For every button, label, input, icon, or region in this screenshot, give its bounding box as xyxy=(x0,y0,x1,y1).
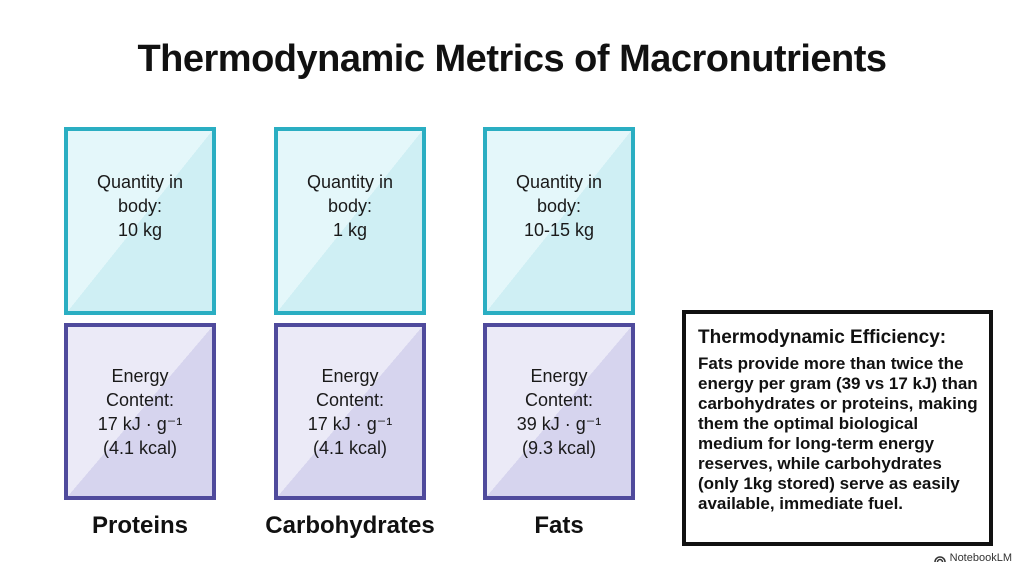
proteins-quantity-card: Quantity in body: 10 kg xyxy=(64,127,216,315)
quantity-value: 10-15 kg xyxy=(523,220,595,240)
efficiency-body: Fats provide more than twice the energy … xyxy=(698,354,978,513)
carbohydrates-quantity-card: Quantity in body: 1 kg xyxy=(274,127,426,315)
efficiency-info-box: Thermodynamic Efficiency: Fats provide m… xyxy=(682,310,993,546)
page-title: Thermodynamic Metrics of Macronutrients xyxy=(137,38,887,80)
energy-label-line-2: Content: xyxy=(524,389,594,410)
energy-label-line-1: Energy xyxy=(530,365,588,386)
fats-energy-card: Energy Content: 39 kJ · g⁻¹ (9.3 kcal) xyxy=(483,323,635,500)
quantity-value: 1 kg xyxy=(332,220,367,240)
energy-value-kj: 17 kJ · g⁻¹ xyxy=(97,413,183,434)
quantity-label-line-2: body: xyxy=(536,196,582,216)
efficiency-heading: Thermodynamic Efficiency: xyxy=(698,327,947,348)
quantity-label-line-1: Quantity in xyxy=(96,172,184,192)
energy-value-kcal: (9.3 kcal) xyxy=(521,437,597,458)
quantity-label-line-2: body: xyxy=(117,196,163,216)
energy-label-line-2: Content: xyxy=(105,389,175,410)
fats-label: Fats xyxy=(534,512,584,539)
energy-value-kj: 39 kJ · g⁻¹ xyxy=(516,413,602,434)
proteins-energy-card: Energy Content: 17 kJ · g⁻¹ (4.1 kcal) xyxy=(64,323,216,500)
energy-value-kcal: (4.1 kcal) xyxy=(102,437,178,458)
notebooklm-logo-icon xyxy=(933,556,946,563)
energy-value-kcal: (4.1 kcal) xyxy=(312,437,388,458)
quantity-value: 10 kg xyxy=(117,220,163,240)
brand-watermark: NotebookLM xyxy=(933,552,1012,564)
quantity-label-line-1: Quantity in xyxy=(515,172,603,192)
energy-label-line-2: Content: xyxy=(315,389,385,410)
energy-label-line-1: Energy xyxy=(321,365,379,386)
energy-label-line-1: Energy xyxy=(111,365,169,386)
brand-label: NotebookLM xyxy=(949,552,1012,564)
quantity-label-line-2: body: xyxy=(327,196,373,216)
carbohydrates-label: Carbohydrates xyxy=(265,512,435,539)
proteins-label: Proteins xyxy=(91,512,189,539)
quantity-label-line-1: Quantity in xyxy=(306,172,394,192)
energy-value-kj: 17 kJ · g⁻¹ xyxy=(307,413,393,434)
carbohydrates-energy-card: Energy Content: 17 kJ · g⁻¹ (4.1 kcal) xyxy=(274,323,426,500)
fats-quantity-card: Quantity in body: 10-15 kg xyxy=(483,127,635,315)
